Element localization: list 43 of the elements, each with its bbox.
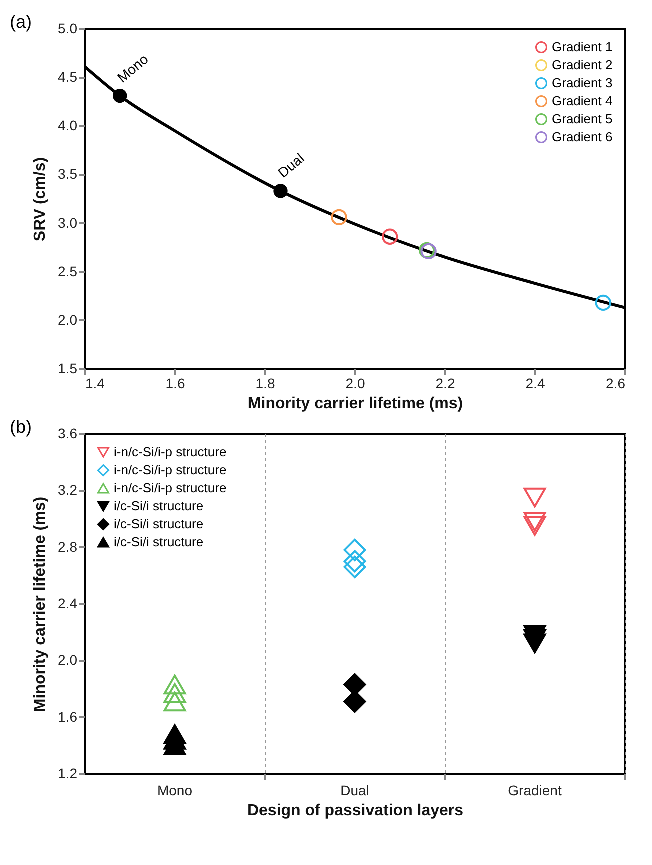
x-tick-label: 1.4 [86,376,106,392]
y-tick-label: 4.5 [58,69,78,86]
y-tick-label: 3.0 [58,214,78,231]
y-tick-label: 2.4 [58,596,78,612]
chart-title: (b) [10,417,32,437]
y-tick-label: 1.6 [58,708,78,725]
legend-label: Gradient 1 [552,40,613,54]
x-tick-label: 2.0 [346,376,366,392]
y-tick-label: 2.8 [58,538,78,555]
x-axis-title: Minority carrier lifetime (ms) [248,396,464,412]
y-tick-label: 5.0 [58,20,78,36]
y-tick-label: 2.0 [58,652,78,668]
y-tick-label: 4.0 [58,118,78,134]
x-tick-label: 2.2 [436,376,456,392]
y-axis-title: SRV (cm/s) [32,157,50,242]
x-tick-label: 1.6 [166,376,186,392]
legend-label: i/c-Si/i structure [114,498,204,514]
legend-label: Gradient 4 [552,94,613,108]
x-tick-label: Dual [340,782,370,798]
x-tick-label: 2.4 [526,376,546,392]
x-tick-label: 1.8 [256,376,276,392]
legend-label: i-n/c-Si/i-p structure [114,480,227,496]
y-tick-label: 2.5 [58,263,78,280]
legend-label: Gradient 5 [552,112,613,126]
chart-title: (a) [10,12,32,32]
legend-label: Gradient 6 [552,130,613,144]
legend-label: i-n/c-Si/i-p structure [114,444,227,460]
x-axis-title: Design of passivation layers [247,802,464,820]
y-tick-label: 3.6 [58,426,78,442]
x-tick-label: Mono [157,782,193,798]
y-tick-label: 1.5 [58,360,78,376]
y-tick-label: 2.0 [58,312,78,328]
y-tick-label: 3.2 [58,482,78,498]
y-axis-title: Minority carrier lifetime (ms) [32,496,50,712]
legend-label: Gradient 3 [552,76,613,90]
y-tick-label: 1.2 [58,766,78,782]
x-tick-label: 2.6 [606,376,626,392]
legend-label: Gradient 2 [552,58,613,72]
legend-label: i/c-Si/i structure [114,534,204,550]
legend-label: i-n/c-Si/i-p structure [114,462,227,478]
x-tick-label: Gradient [508,782,562,798]
legend-label: i/c-Si/i structure [114,516,204,532]
y-tick-label: 3.5 [58,166,78,182]
